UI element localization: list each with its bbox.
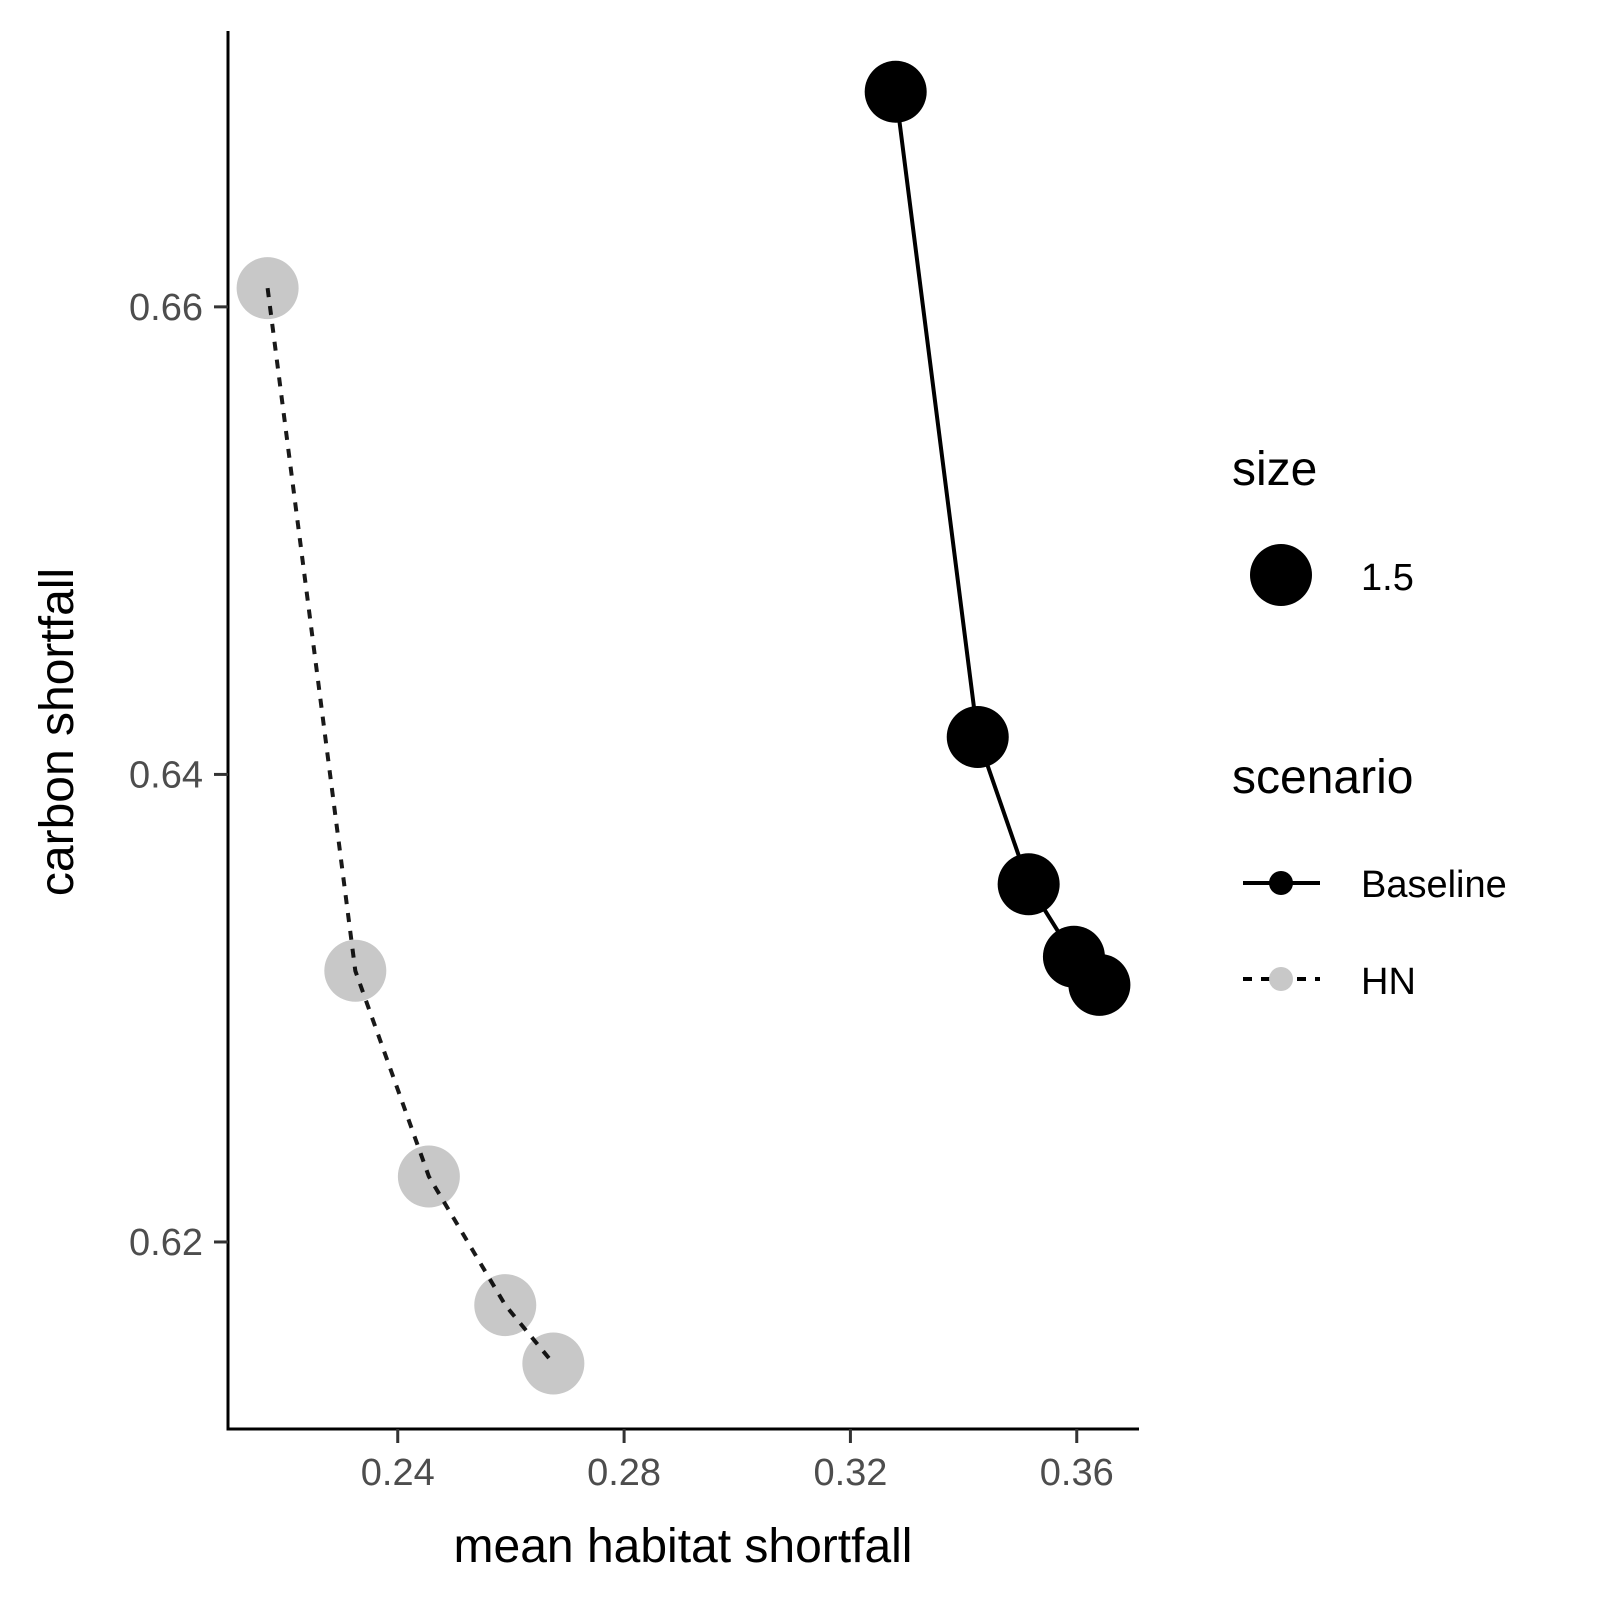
legend-baseline-point-key: [1269, 871, 1293, 895]
legend-hn-label: HN: [1361, 961, 1416, 1003]
y-ticks: 0.62 0.64 0.66: [129, 287, 228, 1264]
baseline-line: [893, 91, 1101, 987]
hn-point: [522, 1332, 585, 1395]
legend: size 1.5 scenario Baseline HN: [1232, 443, 1507, 1003]
hn-line: [265, 287, 555, 1365]
legend-size-title: size: [1232, 443, 1317, 496]
x-tick-label: 0.32: [813, 1452, 887, 1494]
legend-scenario-title: scenario: [1232, 751, 1413, 804]
x-axis-title: mean habitat shortfall: [454, 1520, 913, 1573]
axes: [226, 31, 1139, 1431]
y-axis-title: carbon shortfall: [31, 568, 84, 896]
legend-hn-point-key: [1269, 967, 1293, 991]
x-tick-label: 0.24: [361, 1452, 435, 1494]
y-tick-label: 0.62: [129, 1222, 203, 1264]
hn-point: [474, 1274, 537, 1337]
x-tick-label: 0.36: [1040, 1452, 1114, 1494]
x-tick-label: 0.28: [587, 1452, 661, 1494]
legend-baseline-label: Baseline: [1361, 864, 1507, 906]
plot-lines: [265, 91, 1101, 1365]
plot-points: [236, 60, 1131, 1395]
y-tick-label: 0.64: [129, 754, 203, 796]
legend-size-label: 1.5: [1361, 557, 1414, 599]
legend-size-key: [1250, 544, 1312, 606]
y-tick-label: 0.66: [129, 287, 203, 329]
x-ticks: 0.24 0.28 0.32 0.36: [361, 1429, 1114, 1494]
